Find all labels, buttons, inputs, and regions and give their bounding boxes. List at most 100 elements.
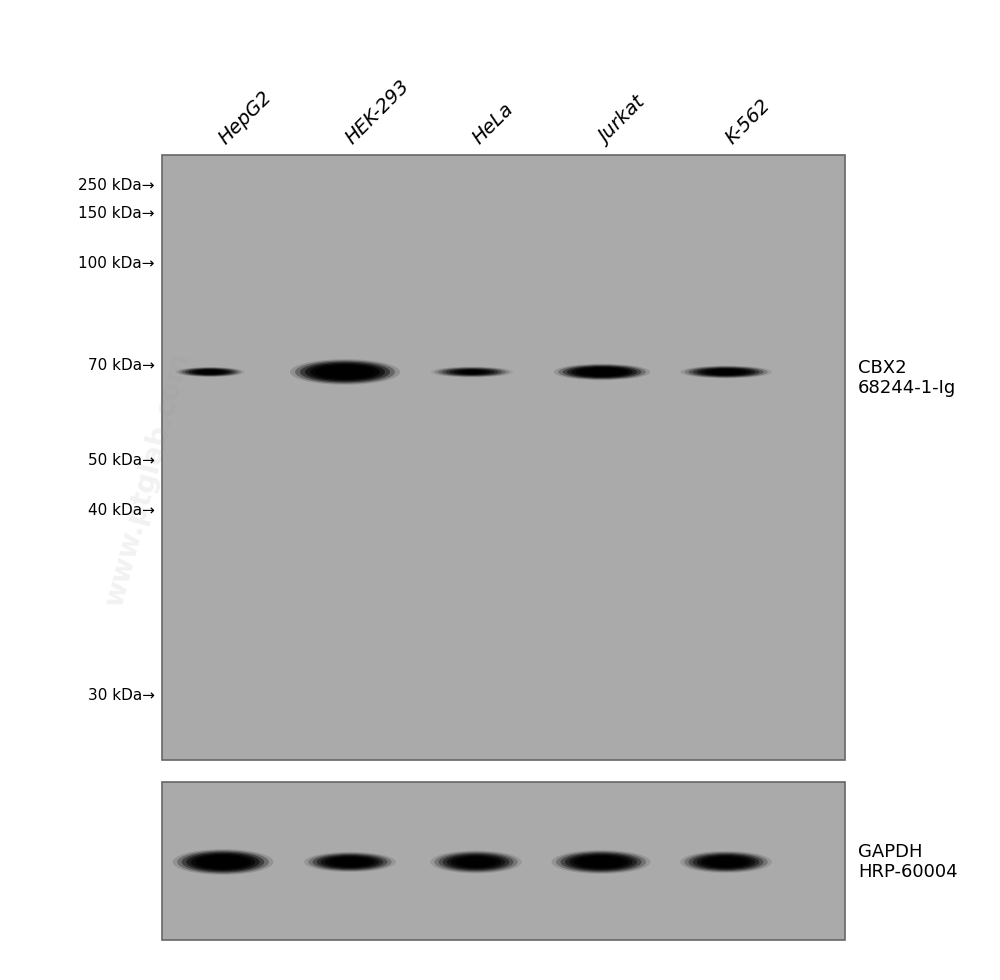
Ellipse shape — [430, 851, 522, 873]
Ellipse shape — [722, 371, 730, 372]
Text: 50 kDa→: 50 kDa→ — [88, 453, 155, 467]
Ellipse shape — [459, 858, 493, 866]
Ellipse shape — [198, 370, 222, 373]
Ellipse shape — [457, 370, 487, 374]
Ellipse shape — [714, 370, 738, 373]
Ellipse shape — [593, 370, 611, 373]
Ellipse shape — [304, 852, 396, 872]
Ellipse shape — [455, 857, 497, 867]
Ellipse shape — [472, 861, 480, 863]
Ellipse shape — [461, 369, 483, 374]
Ellipse shape — [338, 859, 362, 864]
Ellipse shape — [693, 854, 759, 870]
FancyBboxPatch shape — [162, 782, 845, 940]
Ellipse shape — [342, 860, 358, 863]
Text: K-562: K-562 — [722, 96, 774, 148]
Text: 100 kDa→: 100 kDa→ — [78, 256, 155, 270]
Ellipse shape — [209, 858, 237, 865]
Ellipse shape — [182, 368, 238, 376]
Ellipse shape — [200, 857, 246, 868]
Ellipse shape — [571, 367, 633, 377]
Ellipse shape — [185, 368, 235, 375]
Ellipse shape — [209, 857, 237, 867]
Ellipse shape — [177, 851, 269, 873]
Ellipse shape — [722, 861, 730, 863]
Ellipse shape — [453, 369, 491, 374]
Ellipse shape — [446, 368, 498, 375]
Ellipse shape — [680, 851, 772, 873]
Ellipse shape — [330, 368, 360, 375]
Ellipse shape — [705, 857, 747, 867]
Ellipse shape — [560, 853, 642, 872]
Ellipse shape — [589, 368, 615, 375]
Ellipse shape — [442, 368, 502, 376]
Ellipse shape — [434, 367, 510, 377]
Ellipse shape — [438, 368, 506, 376]
Ellipse shape — [325, 368, 365, 376]
Ellipse shape — [578, 857, 624, 867]
Ellipse shape — [310, 364, 380, 380]
Text: 250 kDa→: 250 kDa→ — [78, 177, 155, 192]
Ellipse shape — [554, 364, 650, 380]
Ellipse shape — [312, 854, 388, 870]
Ellipse shape — [570, 855, 633, 869]
Ellipse shape — [464, 858, 488, 865]
Ellipse shape — [188, 368, 232, 375]
Ellipse shape — [204, 371, 216, 373]
Ellipse shape — [330, 367, 360, 377]
Ellipse shape — [338, 858, 362, 866]
Ellipse shape — [588, 857, 614, 867]
Ellipse shape — [201, 370, 219, 373]
Ellipse shape — [598, 371, 606, 372]
Ellipse shape — [308, 853, 392, 871]
Ellipse shape — [558, 365, 646, 379]
Text: CBX2
68244-1-Ig: CBX2 68244-1-Ig — [858, 359, 956, 398]
Ellipse shape — [218, 860, 228, 863]
Ellipse shape — [705, 369, 747, 375]
Ellipse shape — [688, 853, 764, 871]
Ellipse shape — [552, 850, 650, 874]
Ellipse shape — [317, 855, 383, 869]
Ellipse shape — [438, 853, 514, 871]
Ellipse shape — [468, 859, 484, 864]
Ellipse shape — [191, 854, 255, 870]
Ellipse shape — [464, 371, 480, 373]
Ellipse shape — [450, 369, 494, 375]
Ellipse shape — [179, 368, 241, 376]
Ellipse shape — [714, 858, 738, 866]
Ellipse shape — [592, 859, 610, 864]
Ellipse shape — [556, 852, 646, 873]
Ellipse shape — [697, 855, 755, 869]
Text: GAPDH
HRP-60004: GAPDH HRP-60004 — [858, 843, 958, 881]
Ellipse shape — [684, 852, 768, 872]
Ellipse shape — [714, 369, 738, 374]
Ellipse shape — [325, 857, 375, 867]
Ellipse shape — [584, 369, 620, 375]
Ellipse shape — [434, 852, 518, 872]
Ellipse shape — [583, 858, 619, 866]
Ellipse shape — [176, 367, 244, 377]
Ellipse shape — [300, 362, 390, 382]
Text: www.ptglab.com: www.ptglab.com — [100, 350, 195, 611]
Ellipse shape — [443, 854, 509, 870]
Text: 40 kDa→: 40 kDa→ — [88, 503, 155, 517]
Ellipse shape — [464, 857, 488, 867]
Text: HeLa: HeLa — [469, 100, 517, 148]
Ellipse shape — [201, 369, 219, 374]
Ellipse shape — [718, 860, 734, 864]
Ellipse shape — [684, 367, 768, 378]
Ellipse shape — [315, 365, 375, 379]
Ellipse shape — [596, 860, 606, 863]
Ellipse shape — [335, 369, 355, 374]
Ellipse shape — [186, 853, 260, 871]
Ellipse shape — [333, 858, 367, 865]
Ellipse shape — [567, 366, 637, 378]
Ellipse shape — [468, 371, 476, 372]
Ellipse shape — [693, 368, 759, 376]
Ellipse shape — [196, 855, 250, 869]
Text: HepG2: HepG2 — [215, 87, 275, 148]
Ellipse shape — [447, 855, 505, 869]
Ellipse shape — [574, 856, 628, 868]
Ellipse shape — [588, 858, 614, 865]
Ellipse shape — [320, 367, 370, 378]
